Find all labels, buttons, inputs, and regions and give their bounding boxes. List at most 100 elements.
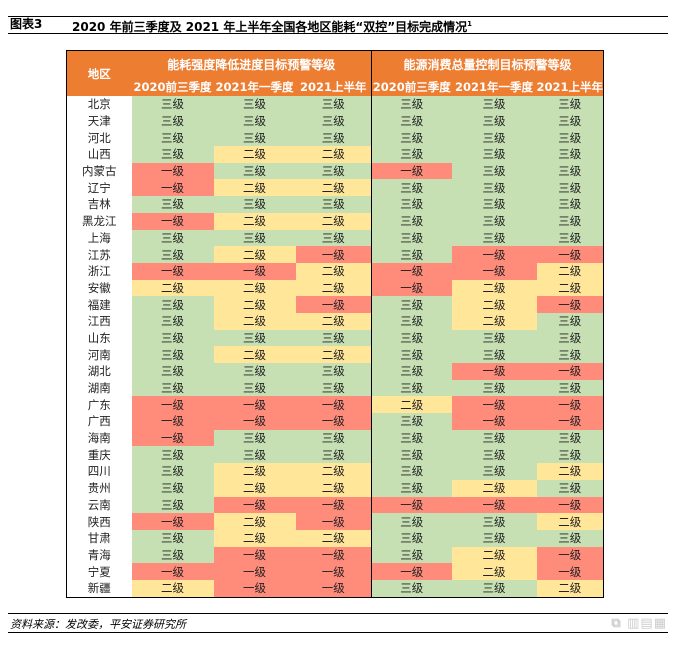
warning-level-cell: 三级 <box>371 112 452 130</box>
warning-level-cell: 一级 <box>295 579 372 598</box>
warning-level-cell: 一级 <box>536 363 604 380</box>
warning-level-cell: 三级 <box>536 112 604 130</box>
warning-level-cell: 二级 <box>295 179 372 197</box>
warning-level-cell: 一级 <box>131 396 214 414</box>
warning-level-cell: 三级 <box>371 429 452 447</box>
warning-level-cell: 三级 <box>213 96 296 113</box>
warning-level-cell: 三级 <box>295 429 372 447</box>
warning-level-cell: 一级 <box>213 496 296 514</box>
warning-level-cell: 二级 <box>213 312 296 330</box>
region-cell: 陕西 <box>66 513 132 530</box>
warning-level-cell: 三级 <box>451 429 537 447</box>
warning-level-cell: 三级 <box>451 229 537 247</box>
warning-level-cell: 一级 <box>371 162 452 180</box>
warning-level-cell: 三级 <box>371 229 452 247</box>
table-row: 福建 三级 二级 一级 三级 二级 一级 <box>66 296 604 313</box>
warning-level-cell: 一级 <box>131 212 214 230</box>
warning-level-cell: 三级 <box>371 479 452 497</box>
region-cell: 河南 <box>66 346 132 363</box>
warning-level-cell: 三级 <box>131 246 214 263</box>
warning-level-cell: 二级 <box>131 279 214 297</box>
warning-level-cell: 二级 <box>451 546 537 564</box>
warning-level-cell: 三级 <box>131 346 214 363</box>
warning-level-cell: 三级 <box>213 379 296 397</box>
warning-level-cell: 一级 <box>213 563 296 580</box>
table-row: 陕西 一级 二级 一级 三级 三级 二级 <box>66 513 604 530</box>
warning-level-cell: 一级 <box>371 563 452 580</box>
table-row: 青海 三级 一级 一级 三级 二级 一级 <box>66 546 604 564</box>
warning-level-cell: 三级 <box>536 379 604 397</box>
warning-level-cell: 三级 <box>213 229 296 247</box>
table-row: 内蒙古 一级 三级 三级 一级 三级 三级 <box>66 162 604 180</box>
warning-level-cell: 三级 <box>213 329 296 347</box>
warning-level-cell: 二级 <box>295 479 372 497</box>
warning-level-cell: 二级 <box>213 279 296 297</box>
warning-level-cell: 二级 <box>213 346 296 363</box>
warning-level-cell: 二级 <box>451 279 537 297</box>
warning-level-cell: 三级 <box>536 529 604 547</box>
warning-level-cell: 三级 <box>371 329 452 347</box>
warning-level-cell: 二级 <box>213 463 296 480</box>
warning-level-cell: 三级 <box>451 112 537 130</box>
table-row: 贵州 三级 二级 二级 三级 二级 三级 <box>66 479 604 497</box>
table-row: 山东 三级 三级 三级 三级 三级 三级 <box>66 329 604 347</box>
warning-level-cell: 三级 <box>131 229 214 247</box>
figure-title: 2020 年前三季度及 2021 年上半年全国各地区能耗“双控”目标完成情况1 <box>72 17 472 35</box>
warning-level-cell: 三级 <box>451 162 537 180</box>
warning-level-cell: 三级 <box>451 446 537 464</box>
table-row: 浙江 一级 一级 二级 一级 一级 二级 <box>66 262 604 280</box>
region-cell: 广西 <box>66 413 132 430</box>
region-cell: 甘肃 <box>66 529 132 547</box>
table-row: 云南 三级 一级 一级 一级 一级 一级 <box>66 496 604 514</box>
warning-level-cell: 三级 <box>451 146 537 163</box>
table-row: 湖南 三级 三级 三级 三级 三级 三级 <box>66 379 604 397</box>
warning-level-cell: 一级 <box>451 396 537 414</box>
region-cell: 云南 <box>66 496 132 514</box>
warning-level-cell: 一级 <box>451 262 537 280</box>
table-row: 宁夏 一级 一级 一级 一级 二级 一级 <box>66 563 604 580</box>
warning-level-cell: 三级 <box>131 296 214 313</box>
warning-level-cell: 一级 <box>213 413 296 430</box>
warning-level-cell: 一级 <box>131 179 214 197</box>
warning-level-cell: 一级 <box>451 496 537 514</box>
region-cell: 内蒙古 <box>66 162 132 180</box>
table-row: 辽宁 一级 二级 二级 三级 三级 三级 <box>66 179 604 197</box>
region-cell: 江苏 <box>66 246 132 263</box>
period-header: 2021上半年 <box>295 78 372 96</box>
warning-level-cell: 三级 <box>213 162 296 180</box>
warning-level-cell: 三级 <box>131 379 214 397</box>
table-row: 吉林 三级 三级 三级 三级 三级 三级 <box>66 196 604 213</box>
period-header: 2021年一季度 <box>213 78 296 96</box>
table-row: 上海 三级 三级 三级 三级 三级 三级 <box>66 229 604 247</box>
warning-level-cell: 一级 <box>295 546 372 564</box>
table-row: 黑龙江 一级 二级 二级 三级 三级 三级 <box>66 212 604 230</box>
warning-level-cell: 二级 <box>213 513 296 530</box>
warning-level-cell: 一级 <box>295 396 372 414</box>
figure-label: 图表3 <box>10 17 43 31</box>
warning-level-cell: 一级 <box>536 546 604 564</box>
warning-level-cell: 三级 <box>451 129 537 147</box>
warning-level-cell: 二级 <box>371 396 452 414</box>
watermark-logo: ⧉ ▥▤▦ <box>611 616 667 631</box>
warning-level-cell: 三级 <box>371 179 452 197</box>
warning-level-cell: 三级 <box>131 446 214 464</box>
warning-level-cell: 一级 <box>451 413 537 430</box>
warning-level-cell: 一级 <box>536 496 604 514</box>
warning-level-cell: 三级 <box>131 546 214 564</box>
warning-level-cell: 一级 <box>536 413 604 430</box>
group-header-total: 能源消费总量控制目标预警等级 <box>371 50 604 78</box>
warning-level-cell: 一级 <box>131 413 214 430</box>
region-cell: 吉林 <box>66 196 132 213</box>
warning-level-cell: 三级 <box>371 246 452 263</box>
warning-level-cell: 三级 <box>295 162 372 180</box>
region-cell: 宁夏 <box>66 563 132 580</box>
warning-level-cell: 三级 <box>295 363 372 380</box>
warning-level-cell: 三级 <box>295 196 372 213</box>
table-row: 安徽 二级 二级 二级 一级 二级 二级 <box>66 279 604 297</box>
warning-level-cell: 三级 <box>213 112 296 130</box>
warning-level-cell: 二级 <box>451 296 537 313</box>
source-note: 资料来源：发改委，平安证券研究所 <box>10 618 186 631</box>
table-row: 河北 三级 三级 三级 三级 三级 三级 <box>66 129 604 147</box>
warning-level-cell: 二级 <box>295 262 372 280</box>
table-row: 江苏 三级 二级 一级 三级 一级 一级 <box>66 246 604 263</box>
